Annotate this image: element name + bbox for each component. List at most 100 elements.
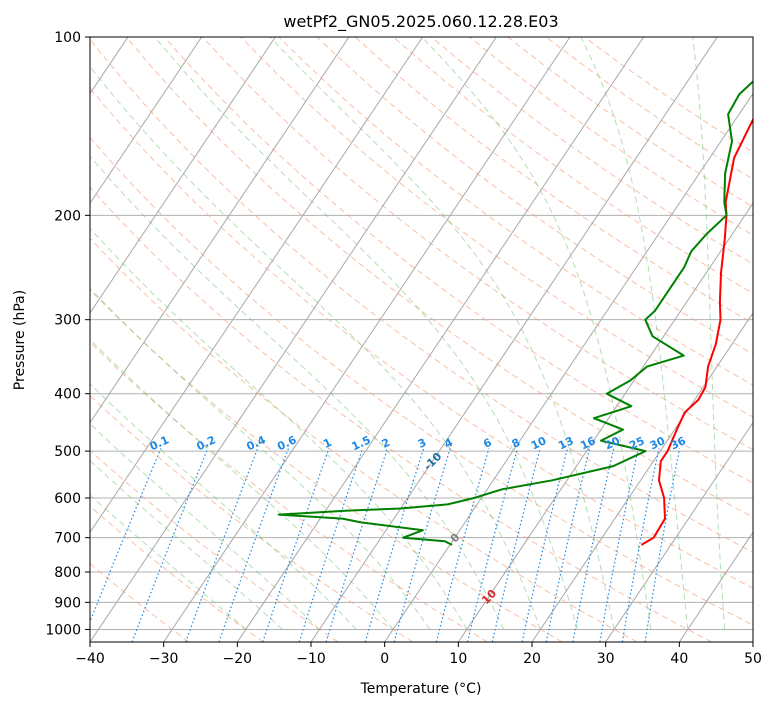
dry-adiabat-line [90, 289, 563, 642]
dry-adiabat-line [90, 505, 264, 642]
dry-adiabat-line [164, 37, 753, 484]
moist-adiabat-line [580, 37, 689, 630]
plot-frame [89, 36, 754, 643]
mixing-ratio-label: 30 [648, 434, 668, 452]
dry-adiabat-line [431, 37, 753, 265]
mixing-ratio-line [185, 448, 259, 642]
moist-adiabat-line [90, 494, 247, 630]
x-tick-label: −30 [149, 651, 179, 667]
dry-adiabat-line [583, 37, 753, 153]
mixing-ratio-line [298, 448, 364, 642]
dry-adiabat-line [90, 562, 190, 642]
isotherm-line [90, 37, 350, 424]
moist-adiabat-line [90, 287, 431, 630]
mixing-ratio-label: 0.6 [275, 433, 298, 453]
mixing-ratio-label: 20 [603, 434, 623, 452]
sounding-line [277, 80, 753, 546]
mixing-ratio-label: 25 [627, 434, 646, 452]
mixing-ratio-line [621, 448, 660, 642]
mixing-ratio-line [521, 448, 569, 642]
y-tick-label: 200 [54, 208, 81, 224]
isotherm-line [236, 37, 645, 642]
mixing-ratio-line [218, 448, 289, 642]
y-tick-label: 600 [54, 491, 81, 507]
dry-adiabat-line [90, 237, 638, 642]
isotherm-line [163, 37, 571, 642]
moist-adiabat-line [692, 37, 726, 630]
mixing-ratio-label: 0.1 [148, 433, 171, 453]
mixing-ratio-label: 8 [510, 436, 522, 451]
isotherm-line [457, 202, 753, 642]
mixing-ratio-label: 1 [321, 436, 333, 451]
mixing-ratio-lines [90, 448, 681, 642]
sounding-series [277, 80, 753, 546]
mixing-ratio-label: 0.2 [195, 433, 218, 453]
dry-adiabat-line [90, 136, 753, 626]
mixing-ratio-label: 0.4 [245, 433, 268, 453]
moist-adiabat-line [421, 37, 652, 630]
isotherm-label: -80 [0, 0, 10, 3]
y-axis-ticks: 100 200 300 400 500 600 700 800 900 1000 [45, 30, 90, 638]
isotherm-line [90, 37, 276, 314]
mixing-ratio-label: 4 [442, 436, 455, 451]
x-tick-label: 30 [597, 651, 615, 667]
y-tick-label: 300 [54, 313, 81, 329]
x-tick-label: −20 [223, 651, 253, 667]
moist-adiabat-line [90, 338, 394, 630]
x-tick-label: 50 [744, 651, 762, 667]
plot-area [90, 37, 753, 642]
isotherm-line [310, 37, 718, 642]
isotherm-line [90, 37, 203, 205]
isotherm-label: -30 [0, 0, 10, 3]
mixing-ratio-line [466, 448, 519, 642]
isotherm-label: -40 [0, 0, 10, 3]
isotherm-line [678, 531, 753, 642]
moist-adiabat-line [90, 65, 541, 630]
mixing-ratio-line [572, 448, 615, 642]
dry-adiabat-line [90, 186, 712, 642]
y-tick-label: 100 [54, 30, 81, 46]
isotherm-line [605, 421, 753, 642]
x-tick-label: 10 [449, 651, 467, 667]
mixing-ratio-label: 10 [529, 434, 549, 452]
y-tick-label: 400 [54, 387, 81, 403]
moist-adiabat-line [90, 423, 320, 630]
isotherm-label: -20 [0, 0, 10, 3]
chart-title: wetPf2_GN05.2025.060.12.28.E03 [283, 12, 558, 32]
x-tick-label: 40 [670, 651, 688, 667]
mixing-ratio-label: 1.5 [350, 433, 373, 453]
isotherm-label: -60 [0, 0, 10, 3]
x-tick-label: −40 [75, 651, 105, 667]
moist-adiabats [90, 37, 726, 630]
isotherm-label: -10 [421, 450, 444, 473]
dry-adiabat-line [316, 37, 753, 355]
dry-adiabat-line [90, 394, 414, 642]
mixing-ratio-line [262, 448, 330, 642]
moist-adiabat-line [269, 37, 615, 630]
dry-adiabat-line [240, 37, 753, 418]
mixing-ratio-line [491, 448, 541, 642]
dry-adiabat-line [278, 37, 753, 386]
moist-adiabat-line [154, 37, 578, 630]
sounding-line [640, 117, 753, 546]
moist-adiabat-line [90, 459, 283, 630]
y-tick-label: 800 [54, 565, 81, 581]
isotherm-gridlines [90, 37, 753, 642]
x-tick-label: 20 [523, 651, 541, 667]
y-tick-label: 500 [54, 444, 81, 460]
moist-adiabat-line [90, 155, 505, 630]
x-tick-label: −10 [296, 651, 326, 667]
mixing-ratio-label: 16 [578, 434, 598, 452]
mixing-ratio-line [393, 448, 451, 642]
mixing-ratio-label: 6 [481, 436, 494, 451]
y-axis-label: Pressure (hPa) [12, 290, 28, 390]
mixing-ratio-line [599, 448, 639, 642]
x-axis-ticks: −40 −30 −20 −10 0 10 20 30 40 50 [75, 642, 762, 667]
mixing-ratio-line [90, 448, 162, 624]
isotherm-line [90, 37, 497, 642]
mixing-ratio-label: 36 [668, 434, 688, 452]
dry-adiabat-line [393, 37, 753, 295]
isotherm-label: -90 [0, 0, 10, 3]
mixing-ratio-label: 3 [416, 436, 428, 451]
x-tick-label: 0 [380, 651, 389, 667]
